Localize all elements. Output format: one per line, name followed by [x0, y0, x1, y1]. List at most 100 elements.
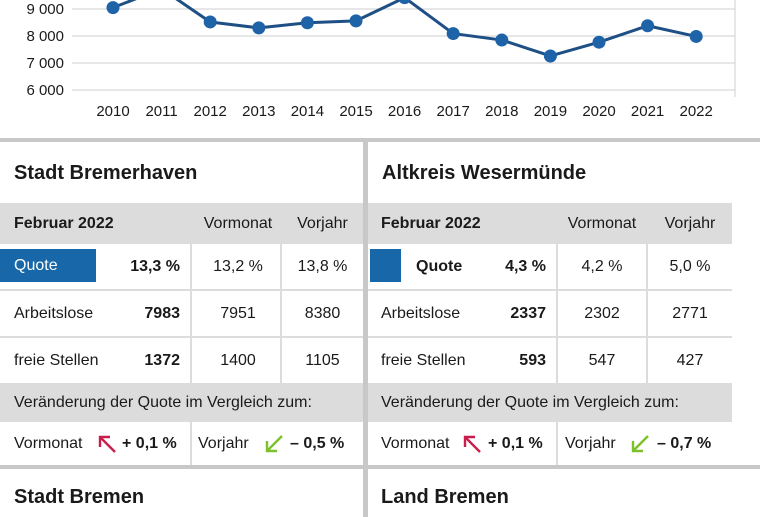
arrow-down-left-icon [265, 435, 283, 453]
y-tick-label: 9 000 [26, 1, 64, 18]
quote-prev-year: 5,0 % [669, 257, 711, 275]
column-divider [280, 338, 282, 383]
column-divider [646, 291, 648, 336]
chart-series [106, 0, 703, 63]
quote-prev-year: 13,8 % [297, 257, 348, 275]
arrow-down-left-icon [631, 435, 649, 453]
x-tick-label: 2016 [388, 103, 421, 120]
unemployed-label: Arbeitslose [14, 304, 94, 322]
quote-label-box: Quote [0, 249, 96, 282]
header-prev-year: Vorjahr [664, 214, 716, 232]
column-divider [646, 203, 648, 244]
quote-value: 4,3 % [505, 257, 546, 275]
change-year-label: Vorjahr [565, 434, 616, 452]
x-tick-label: 2013 [242, 103, 275, 120]
unemployed-prev-year: 2771 [672, 304, 708, 322]
column-divider [556, 291, 558, 336]
y-tick-label: 7 000 [26, 55, 64, 72]
data-point [300, 16, 314, 30]
column-divider [280, 244, 282, 289]
column-divider [190, 291, 192, 336]
section-divider-vertical [363, 140, 368, 517]
column-divider [646, 244, 648, 289]
vacancies-prev-month: 547 [588, 351, 616, 369]
column-divider [190, 422, 192, 465]
quote-label: Quote [14, 256, 58, 274]
chart-grid [72, 0, 736, 97]
quote-color-box [370, 249, 401, 282]
x-tick-label: 2018 [485, 103, 518, 120]
y-axis-ticks: 6 000 7 000 8 000 9 000 [26, 1, 64, 99]
section-divider-top [0, 138, 760, 142]
x-tick-label: 2019 [534, 103, 567, 120]
x-tick-label: 2017 [437, 103, 470, 120]
data-point [446, 27, 460, 41]
vacancies-prev-month: 1400 [220, 351, 256, 369]
change-caption: Veränderung der Quote im Vergleich zum: [381, 393, 679, 411]
column-divider [646, 338, 648, 383]
header-period: Februar 2022 [381, 214, 481, 232]
panel-wesermuende: Altkreis Wesermünde Februar 2022 Vormona… [368, 144, 732, 465]
data-point [106, 1, 120, 15]
column-divider [280, 291, 282, 336]
quote-label: Quote [416, 257, 463, 275]
quote-prev-month: 4,2 % [581, 257, 623, 275]
column-divider [556, 244, 558, 289]
vacancies-prev-year: 1105 [305, 351, 340, 369]
header-period: Februar 2022 [14, 214, 114, 232]
unemployed-value: 7983 [144, 304, 180, 322]
table-header-row: Februar 2022 Vormonat Vorjahr [0, 203, 363, 244]
panel-bremerhaven: Stadt Bremerhaven Februar 2022 Vormonat … [0, 144, 363, 465]
change-month-label: Vormonat [381, 434, 450, 452]
arrow-up-left-icon [98, 435, 116, 453]
quote-value: 13,3 % [130, 257, 180, 275]
vacancies-label: freie Stellen [381, 351, 466, 369]
unemployed-prev-year: 8380 [304, 304, 341, 322]
section-title-stadt-bremen: Stadt Bremen [14, 486, 145, 508]
unemployed-prev-month: 7951 [220, 304, 256, 322]
data-point [641, 19, 655, 33]
change-month-value: + 0,1 % [488, 434, 543, 452]
change-caption-row: Veränderung der Quote im Vergleich zum: [0, 383, 363, 422]
unemployed-value: 2337 [510, 304, 546, 322]
change-year-label: Vorjahr [198, 434, 249, 452]
x-tick-label: 2015 [339, 103, 372, 120]
vacancies-label: freie Stellen [14, 351, 99, 369]
section-title-land-bremen: Land Bremen [381, 486, 509, 508]
column-divider [556, 338, 558, 383]
table-row-quote: Quote 4,3 % 4,2 % 5,0 % [368, 244, 732, 291]
header-prev-month: Vormonat [567, 214, 637, 232]
table-row-quote: Quote 13,3 % 13,2 % 13,8 % [0, 244, 363, 291]
data-point [203, 15, 217, 29]
data-point [689, 29, 703, 43]
x-tick-label: 2010 [96, 103, 129, 120]
column-divider [280, 203, 282, 244]
data-point [398, 0, 411, 5]
unemployed-label: Arbeitslose [381, 304, 461, 322]
table-row-unemployed: Arbeitslose 2337 2302 2771 [368, 291, 732, 338]
change-month-value: + 0,1 % [122, 434, 177, 452]
x-tick-label: 2020 [582, 103, 615, 120]
data-point [349, 14, 363, 28]
column-divider [556, 203, 558, 244]
column-divider [190, 338, 192, 383]
change-caption: Veränderung der Quote im Vergleich zum: [14, 393, 312, 411]
x-tick-label: 2012 [194, 103, 227, 120]
column-divider [190, 244, 192, 289]
unemployed-prev-month: 2302 [584, 304, 620, 322]
x-axis-ticks: 2010 2011 2012 2013 2014 2015 2016 2017 2018 2019… [96, 103, 713, 120]
column-divider [556, 422, 558, 465]
change-row: Vormonat + 0,1 % Vorjahr – 0,5 % [0, 422, 363, 465]
vacancies-value: 1372 [144, 351, 180, 369]
change-year-value: – 0,7 % [657, 434, 712, 452]
panel-title: Stadt Bremerhaven [14, 162, 198, 184]
x-tick-label: 2011 [145, 103, 177, 120]
table-row-vacancies: freie Stellen 593 547 427 [368, 338, 732, 383]
change-caption-row: Veränderung der Quote im Vergleich zum: [368, 383, 732, 422]
series-line [112, 0, 697, 58]
table-row-unemployed: Arbeitslose 7983 7951 8380 [0, 291, 363, 338]
table-row-vacancies: freie Stellen 1372 1400 1105 [0, 338, 363, 383]
column-divider [190, 203, 192, 244]
change-month-label: Vormonat [14, 434, 83, 452]
